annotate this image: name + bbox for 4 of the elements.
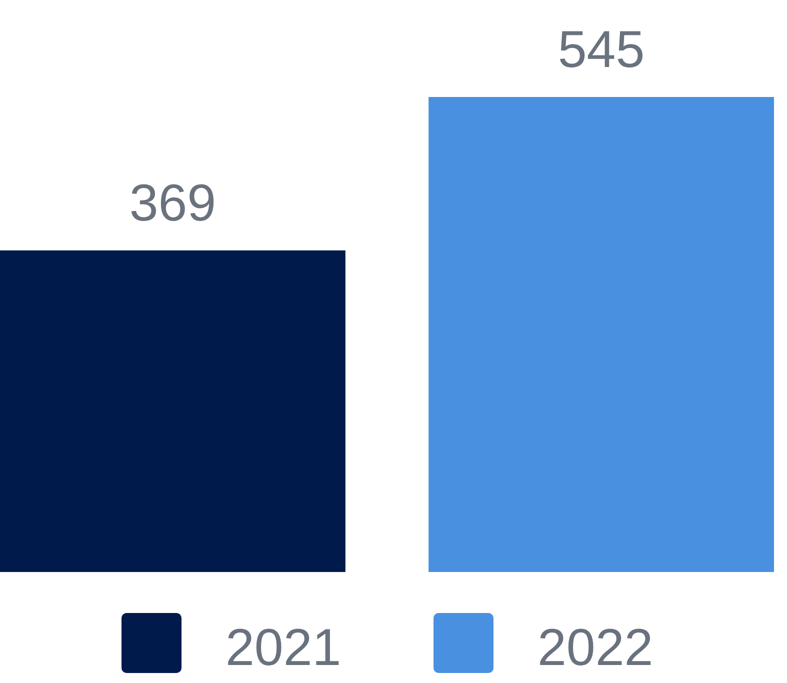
data-label: 369 — [129, 174, 216, 232]
legend-label: 2022 — [538, 619, 654, 677]
data-label: 545 — [558, 21, 645, 79]
legend-label: 2021 — [226, 619, 342, 677]
